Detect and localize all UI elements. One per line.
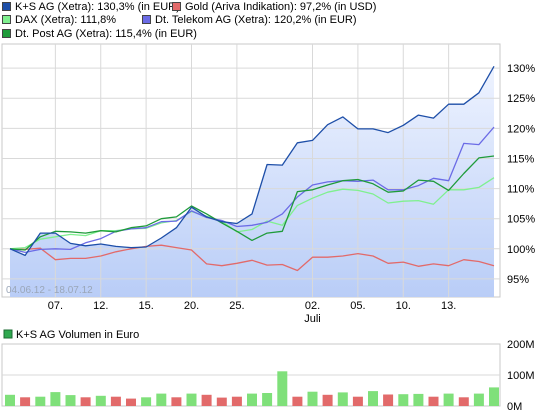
y-tick-label: 100%	[507, 244, 535, 256]
volume-title: K+S AG Volumen in Euro	[16, 329, 139, 341]
volume-bar	[473, 393, 484, 406]
volume-bar	[110, 396, 121, 406]
volume-bar	[368, 391, 378, 406]
series-line-telekom	[9, 126, 495, 254]
volume-bar	[352, 396, 363, 406]
legend-swatch-gold	[172, 2, 181, 11]
volume-bar	[65, 395, 76, 406]
y-tick-label: 105%	[507, 214, 535, 226]
price-chart: 95% 100% 105% 110% 115% 120% 125% 130% 07. 12. 15.…	[1, 43, 535, 325]
volume-bar	[126, 398, 136, 406]
x-tick-label: 12.	[93, 300, 108, 312]
x-tick-label: 05.	[350, 300, 365, 312]
volume-bar	[171, 397, 182, 406]
legend-label-ks: K+S AG (Xetra): 130,3% (in EUR)	[15, 1, 180, 13]
volume-bar	[277, 371, 288, 406]
volume-legend-swatch	[3, 329, 13, 339]
series-line-post	[9, 155, 495, 251]
ks-area-fill	[10, 66, 494, 297]
volume-bar	[337, 392, 348, 406]
x-tick-label: 10.	[396, 300, 411, 312]
volume-bar	[398, 394, 409, 406]
volume-bar	[262, 393, 273, 406]
volume-bar	[95, 395, 106, 406]
series-line-ks	[9, 65, 495, 257]
volume-bar	[50, 392, 61, 406]
volume-chart: K+S AG Volumen in Euro 200M 100M 0M	[1, 329, 535, 413]
x-tick-label: 20.	[184, 300, 199, 312]
volume-bar	[80, 397, 91, 406]
volume-bar	[292, 396, 303, 406]
x-tick-label: 07.	[48, 300, 63, 312]
y-tick-label: 125%	[507, 93, 535, 105]
legend-swatch-telekom	[142, 15, 151, 24]
legend-swatch-dax	[2, 15, 11, 24]
x-tick-label: 02.	[305, 300, 320, 312]
volume-bar	[458, 397, 469, 406]
legend-label-dax: DAX (Xetra): 111,8%	[15, 14, 117, 26]
legend-swatch-post	[2, 29, 11, 38]
volume-bar	[247, 393, 257, 406]
volume-bar	[443, 393, 454, 406]
legend-label-gold: Gold (Ariva Indikation): 97,2% (in USD)	[185, 1, 377, 13]
legend-swatch-ks	[2, 2, 11, 11]
volume-bar	[201, 394, 212, 406]
volume-bar	[428, 396, 439, 406]
volume-bar	[322, 394, 333, 406]
date-range-label: 04.06.12 - 18.07.12	[6, 285, 93, 296]
volume-y-tick-label: 200M	[507, 339, 535, 351]
legend-label-post: Dt. Post AG (Xetra): 115,4% (in EUR)	[15, 28, 197, 40]
series-line-gold	[9, 244, 495, 272]
volume-bar	[141, 397, 152, 406]
y-tick-label: 110%	[507, 184, 535, 196]
volume-y-tick-label: 100M	[507, 370, 535, 382]
y-tick-label: 95%	[507, 274, 529, 286]
volume-bar	[413, 393, 424, 406]
volume-bar	[35, 396, 46, 406]
series-line-dax	[9, 177, 495, 250]
y-tick-label: 115%	[507, 153, 535, 165]
volume-bar	[307, 391, 318, 406]
legend-label-telekom: Dt. Telekom AG (Xetra): 120,2% (in EUR)	[155, 14, 357, 26]
volume-bar	[383, 394, 394, 406]
volume-bar	[216, 397, 227, 406]
volume-bar	[489, 387, 499, 406]
volume-y-tick-label: 0M	[507, 401, 522, 413]
x-tick-label: 13.	[441, 300, 456, 312]
volume-bar	[156, 393, 167, 406]
volume-bar	[5, 394, 15, 406]
y-tick-label: 130%	[507, 63, 535, 75]
legend: K+S AG (Xetra): 130,3% (in EUR) Gold (Ar…	[0, 0, 545, 44]
x-tick-label: 15.	[138, 300, 153, 312]
volume-bar	[231, 396, 242, 406]
volume-bar	[186, 393, 197, 406]
volume-bar	[20, 397, 31, 406]
x-month-label: Juli	[304, 313, 321, 325]
y-tick-label: 120%	[507, 123, 535, 135]
x-tick-label: 25.	[229, 300, 244, 312]
